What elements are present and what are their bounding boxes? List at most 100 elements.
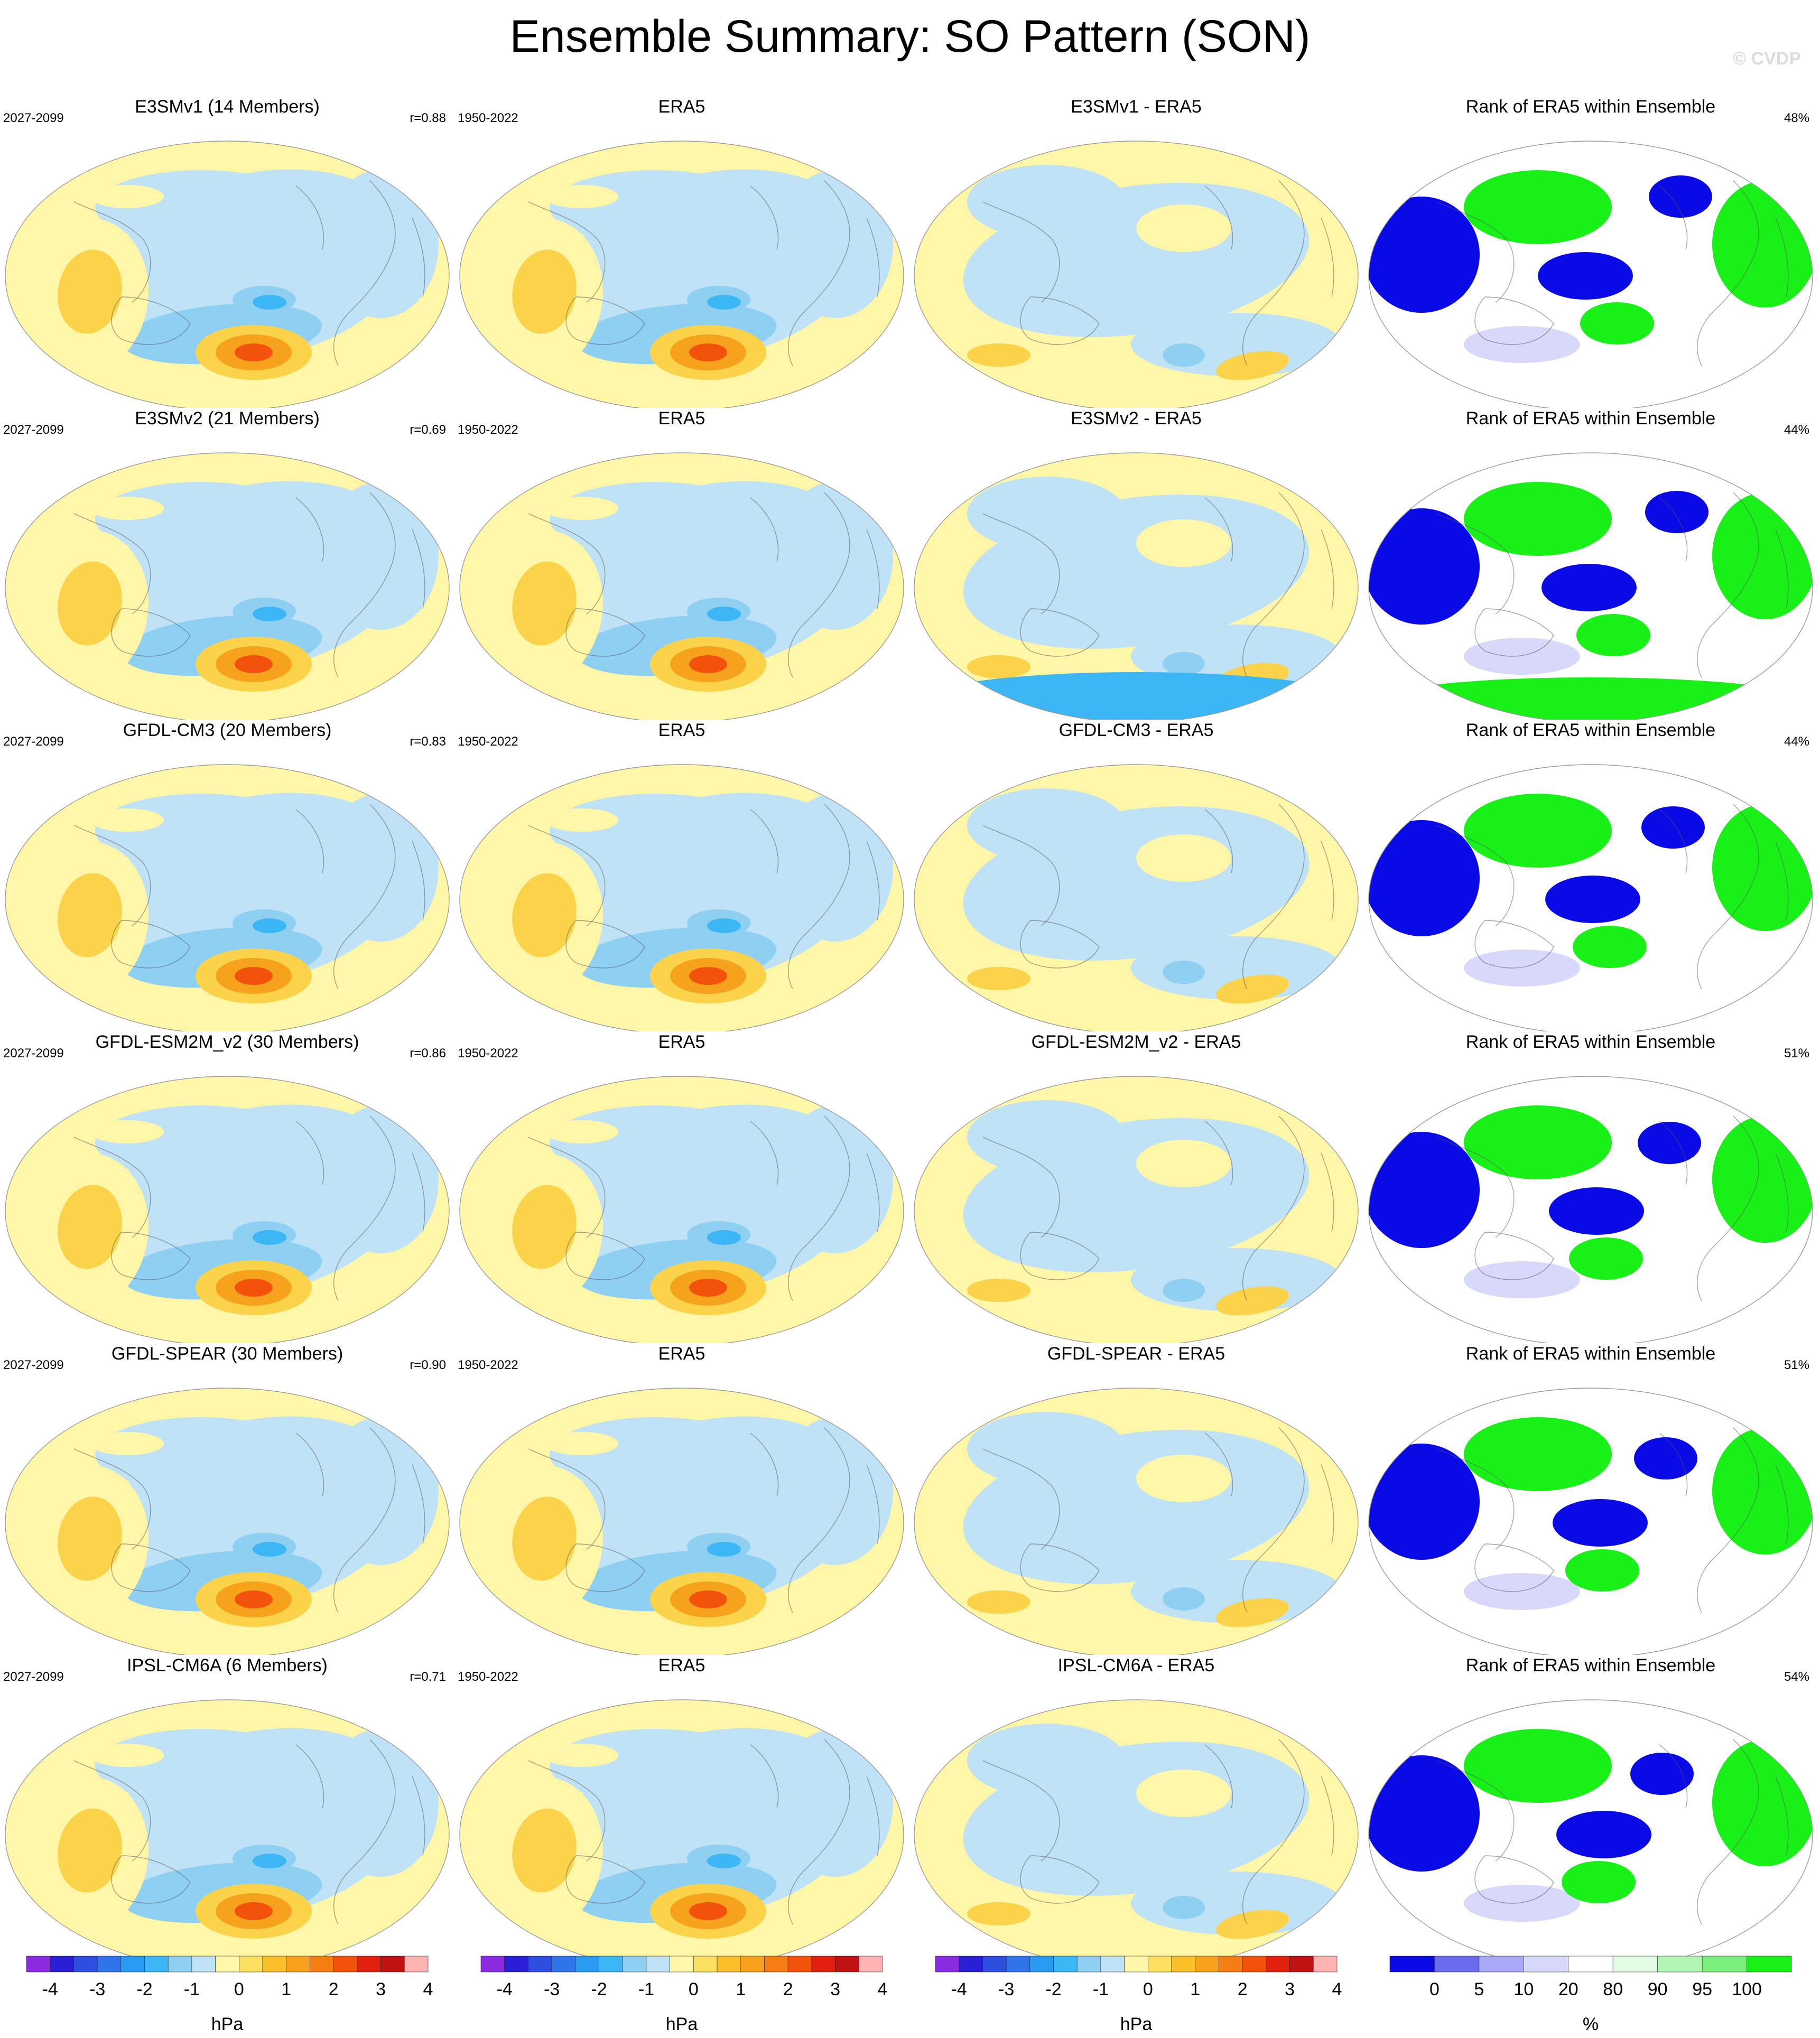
colorbar-tick-label: 4 [1332,1979,1342,1999]
coastline-4 [1775,1152,1789,1233]
neg-region [777,1729,893,1877]
rank-mid-region [1464,1261,1580,1298]
map-svg [5,764,450,1031]
map-field [914,765,1358,1031]
coastline-4 [1775,217,1789,297]
colorbar-swatch [693,1956,718,1972]
map-svg [459,764,904,1031]
colorbar-tick-label: 2 [1238,1979,1248,1999]
coastline-0 [1242,1427,1305,1613]
panel-title: GFDL-SPEAR (30 Members) [111,1344,343,1364]
map-field [460,141,904,408]
coastline-4 [1321,1152,1334,1233]
colorbar-swatch [1389,1956,1435,1972]
rank-high-region [1712,1116,1813,1243]
neg-region [777,794,893,942]
colorbar-rank: 0 5 10 20 80 90 95 100 % [1363,1950,1818,2034]
map-svg [459,452,904,720]
pos-region [1136,519,1231,567]
colorbar-tick-label: 10 [1513,1979,1534,1999]
coastline-2 [1020,1543,1100,1592]
neg-region [253,1230,286,1245]
coastline-0 [1697,492,1759,678]
rank-high-region [1576,614,1650,656]
rank-high-region [1565,1549,1639,1592]
map-panel-diff: GFDL-CM3 - ERA5 [909,719,1363,1031]
coastline-1 [73,1760,151,1862]
colorbar-tick-label: 80 [1603,1979,1623,1999]
map-panel-rank: Rank of ERA5 within Ensemble 54% [1363,1654,1818,1967]
rank-low-region [1630,1753,1694,1795]
map-field [5,1700,449,1967]
coastline-0 [333,1427,396,1613]
colorbar-rank-svg: 0 5 10 20 80 90 95 100 [1389,1956,1792,1999]
map-svg [5,1699,450,1967]
coastline-2 [565,296,645,345]
neg-region [1163,961,1205,984]
coastline-1 [73,201,151,303]
coastline-1 [982,1760,1060,1862]
colorbar-tick-label: 0 [1429,1979,1440,1999]
pos-region [967,1590,1030,1614]
colorbar-rank-unit: % [1582,2014,1599,2034]
pos-region [1136,1770,1231,1817]
colorbar-tick-label: -3 [544,1979,560,1999]
colorbar-swatch [575,1956,599,1972]
rank-low-region [1369,197,1480,313]
map-panel-diff: IPSL-CM6A - ERA5 [909,1654,1363,1967]
coastline-4 [866,1464,880,1544]
coastline-3 [295,1121,324,1185]
map-panel-obs: ERA5 1950-2022 [454,719,909,1031]
colorbar-tick-label: 0 [689,1979,699,1999]
map-panel-obs: ERA5 1950-2022 [454,1654,909,1967]
panel-correlation: r=0.88 [410,111,446,125]
coastline-0 [333,804,396,990]
colorbar-tick-label: 4 [878,1979,888,1999]
panel-years: 1950-2022 [458,734,518,749]
pos-region [1215,351,1289,380]
neg-region [322,1105,439,1253]
neg-region [707,918,741,933]
colorbar-swatch [935,1956,960,1972]
rank-field [1369,1700,1813,1967]
neg-region [707,1542,741,1557]
map-panel-diff: E3SMv1 - ERA5 [909,95,1363,408]
pos-region [235,1279,273,1297]
coastline-2 [565,608,645,657]
panel-title: Rank of ERA5 within Ensemble [1465,720,1716,740]
map-svg [1368,141,1813,408]
colorbar-swatch [858,1956,883,1972]
pos-region [689,1902,727,1920]
rank-low-region [1369,1755,1480,1872]
coastline-4 [866,1776,880,1856]
coastline-0 [788,492,850,678]
colorbar-swatch [357,1956,381,1972]
pos-region [1215,1910,1289,1939]
coastline-3 [1204,1744,1233,1809]
coastline-4 [1775,529,1789,609]
coastline-0 [333,492,396,678]
rank-low-region [1369,1444,1480,1560]
map-field [914,1700,1358,1967]
pos-region [90,185,164,208]
neg-region [322,170,439,318]
panel-title: ERA5 [658,720,705,740]
panel-title: ERA5 [658,1032,705,1052]
map-border [1368,452,1813,720]
map-svg [914,764,1359,1031]
map-field [5,141,449,408]
panel-title: GFDL-ESM2M_v2 - ERA5 [1031,1032,1241,1052]
map-border [914,764,1359,1031]
map-svg [1368,764,1813,1031]
map-border [459,452,904,720]
rank-low-region [1638,1122,1701,1164]
coastline-3 [750,1121,779,1185]
coastline-1 [73,513,151,615]
colorbar-swatch [1242,1956,1267,1972]
coastline-4 [866,529,880,609]
colorbar-swatch [120,1956,145,1972]
map-panel-model: GFDL-CM3 (20 Members) 2027-2099 r=0.83 [0,719,454,1031]
map-svg [914,141,1359,408]
pos-region [544,1432,618,1455]
colorbar-swatch [1747,1956,1792,1972]
